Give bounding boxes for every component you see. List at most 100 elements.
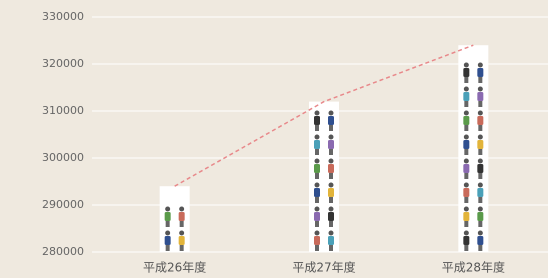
figure-legs — [315, 197, 319, 203]
figure-legs — [464, 221, 468, 227]
figure-head — [478, 63, 483, 68]
figure-legs — [478, 173, 482, 179]
figure-head — [464, 135, 469, 140]
y-tick-label: 280000 — [42, 245, 84, 258]
figure-legs — [464, 197, 468, 203]
figure-body — [328, 188, 334, 197]
figure-legs — [478, 149, 482, 155]
figure-body — [328, 236, 334, 245]
figure-body — [179, 212, 185, 221]
figure-body — [463, 116, 469, 125]
figure-legs — [329, 221, 333, 227]
figure-head — [315, 183, 320, 188]
figure-legs — [478, 221, 482, 227]
figure-legs — [329, 125, 333, 131]
figure-body — [314, 164, 320, 173]
figure-head — [478, 135, 483, 140]
figure-body — [477, 188, 483, 197]
figure-body — [477, 236, 483, 245]
x-tick-label: 平成26年度 — [143, 260, 206, 275]
figure-body — [477, 212, 483, 221]
y-tick-label: 320000 — [42, 57, 84, 70]
page: {"chart_data": {"type": "bar", "categori… — [0, 0, 548, 278]
figure-body — [477, 140, 483, 149]
figure-body — [477, 92, 483, 101]
figure-head — [329, 135, 334, 140]
figure-body — [314, 188, 320, 197]
figure-body — [165, 212, 171, 221]
figure-body — [328, 164, 334, 173]
figure-head — [464, 63, 469, 68]
x-tick-label: 平成27年度 — [292, 260, 355, 275]
bar — [160, 186, 190, 252]
figure-head — [315, 135, 320, 140]
y-tick-label: 290000 — [42, 198, 84, 211]
figure-head — [478, 111, 483, 116]
figure-head — [179, 207, 184, 212]
figure-body — [179, 236, 185, 245]
figure-legs — [315, 149, 319, 155]
figure-body — [328, 116, 334, 125]
figure-head — [329, 111, 334, 116]
y-tick-label: 330000 — [42, 10, 84, 23]
figure-legs — [180, 245, 184, 251]
figure-body — [477, 68, 483, 77]
figure-body — [463, 188, 469, 197]
figure-legs — [478, 101, 482, 107]
chart: 280000290000300000310000320000330000平成26… — [0, 0, 548, 278]
figure-legs — [180, 221, 184, 227]
figure-body — [463, 140, 469, 149]
figure-legs — [329, 173, 333, 179]
figure-body — [314, 140, 320, 149]
figure-head — [478, 87, 483, 92]
figure-legs — [464, 245, 468, 251]
figure-head — [315, 159, 320, 164]
figure-body — [463, 236, 469, 245]
figure-head — [464, 207, 469, 212]
figure-legs — [478, 245, 482, 251]
figure-head — [329, 183, 334, 188]
figure-head — [315, 231, 320, 236]
figure-legs — [166, 221, 170, 227]
figure-legs — [329, 149, 333, 155]
figure-head — [464, 111, 469, 116]
bar — [458, 45, 488, 252]
figure-legs — [464, 101, 468, 107]
figure-body — [463, 164, 469, 173]
figure-body — [477, 116, 483, 125]
figure-legs — [478, 77, 482, 83]
figure-head — [179, 231, 184, 236]
figure-legs — [166, 245, 170, 251]
figure-head — [478, 159, 483, 164]
figure-legs — [315, 173, 319, 179]
figure-head — [329, 231, 334, 236]
y-tick-label: 300000 — [42, 151, 84, 164]
figure-legs — [464, 125, 468, 131]
figure-legs — [464, 77, 468, 83]
figure-head — [315, 111, 320, 116]
figure-body — [463, 92, 469, 101]
bar — [309, 102, 339, 252]
figure-legs — [315, 221, 319, 227]
figure-head — [165, 231, 170, 236]
figure-head — [464, 183, 469, 188]
figure-body — [328, 140, 334, 149]
figure-head — [329, 159, 334, 164]
figure-head — [478, 207, 483, 212]
figure-legs — [315, 245, 319, 251]
figure-head — [478, 231, 483, 236]
figure-body — [328, 212, 334, 221]
figure-legs — [478, 125, 482, 131]
figure-body — [314, 236, 320, 245]
figure-body — [463, 212, 469, 221]
figure-head — [165, 207, 170, 212]
figure-head — [478, 183, 483, 188]
figure-head — [329, 207, 334, 212]
figure-legs — [464, 173, 468, 179]
figure-body — [463, 68, 469, 77]
figure-legs — [329, 197, 333, 203]
figure-legs — [478, 197, 482, 203]
x-tick-label: 平成28年度 — [442, 260, 505, 275]
figure-head — [315, 207, 320, 212]
figure-legs — [329, 245, 333, 251]
